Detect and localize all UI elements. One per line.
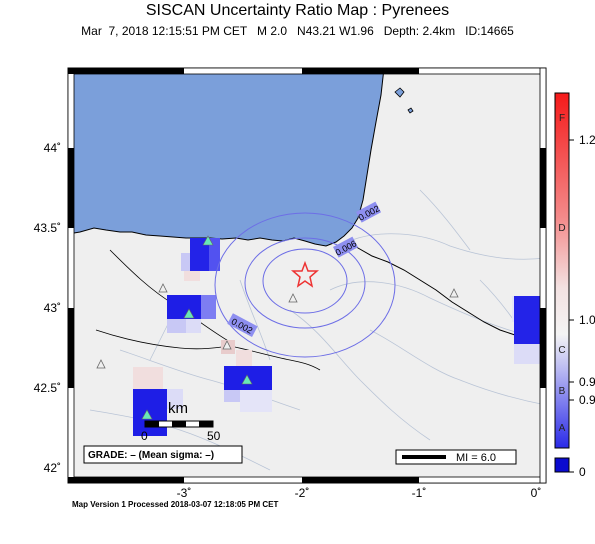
colorbar-value: 0.9 — [579, 393, 595, 407]
station-triangle-icon[interactable] — [96, 359, 106, 369]
lon-tick-label: -3˚ — [177, 486, 192, 500]
lat-tick-label: 44˚ — [44, 141, 61, 155]
epicenter-star-icon[interactable] — [290, 260, 320, 288]
border-region-3 — [229, 345, 321, 371]
station-triangle-icon[interactable] — [141, 409, 153, 420]
svg-text:MI = 6.0: MI = 6.0 — [456, 452, 496, 464]
station-triangle-icon[interactable] — [241, 374, 253, 385]
map-area[interactable]: 0.002 0.006 0.002 k — [68, 68, 546, 483]
lon-tick-label: -1˚ — [412, 486, 427, 500]
svg-text:0: 0 — [141, 429, 148, 443]
grade-label: D — [558, 223, 565, 234]
scale-bar: km 0 50 — [141, 400, 221, 443]
svg-text:km: km — [168, 400, 188, 417]
page-title: SISCAN Uncertainty Ratio Map : Pyrenees — [145, 2, 450, 19]
bay-of-biscay — [68, 68, 385, 247]
island — [407, 107, 414, 114]
lat-tick-label: 42˚ — [44, 461, 61, 475]
lat-tick-label: 43˚ — [44, 301, 61, 315]
uncertainty-contours — [214, 212, 396, 358]
colorbar-value: 1.0 — [579, 313, 595, 327]
uncertainty-cells — [133, 238, 546, 436]
grade-label: C — [558, 345, 565, 356]
lon-tick-label: 0˚ — [531, 486, 542, 500]
lat-tick-label: 42.5˚ — [34, 381, 61, 395]
island — [394, 87, 405, 98]
grade-box: GRADE: – (Mean sigma: –) — [83, 445, 243, 464]
station-triangle-icon[interactable] — [183, 308, 195, 319]
svg-text:50: 50 — [207, 429, 221, 443]
processing-footer: Map Version 1 Processed 2018-03-07 12:18… — [72, 500, 279, 509]
lat-tick-label: 43.5˚ — [34, 221, 61, 235]
station-triangle-icon[interactable] — [449, 288, 459, 298]
latitude-axis: 44˚ 43.5˚ 43˚ 42.5˚ 42˚ — [34, 141, 61, 475]
rivers — [89, 189, 546, 471]
event-info: Mar 7, 2018 12:15:51 PM CET M 2.0 N43.21… — [81, 24, 514, 38]
mi-legend: MI = 6.0 — [395, 449, 517, 465]
longitude-axis: -3˚ -2˚ -1˚ 0˚ — [177, 486, 542, 500]
station-triangle-icon[interactable] — [202, 235, 214, 246]
lon-tick-label: -2˚ — [295, 486, 310, 500]
colorbar: F D C B A 1.2 1.0 0.9 0.9 0 — [554, 92, 595, 479]
colorbar-value: 0.9 — [579, 375, 595, 389]
colorbar-value: 1.2 — [579, 133, 595, 147]
grade-label: A — [559, 423, 566, 434]
grade-label: F — [559, 113, 565, 124]
station-triangle-icon[interactable] — [158, 283, 168, 293]
stations[interactable] — [96, 235, 459, 420]
grade-label: B — [559, 386, 566, 397]
border-region-2 — [95, 329, 231, 350]
border-france-spain — [347, 239, 546, 343]
svg-text:GRADE: – (Mean sigma: –): GRADE: – (Mean sigma: –) — [88, 450, 214, 461]
colorbar-value: 0 — [579, 465, 586, 479]
map-frame — [67, 67, 547, 484]
station-triangle-icon[interactable] — [288, 293, 298, 303]
station-triangle-icon[interactable] — [222, 340, 232, 350]
